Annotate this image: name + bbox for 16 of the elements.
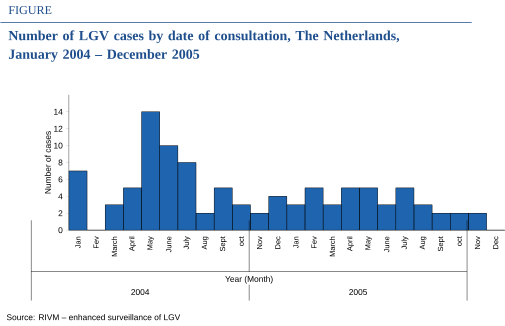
y-tick-label: 6 — [58, 176, 62, 182]
y-tick-label: 2 — [58, 210, 62, 216]
y-tick-label: 14 — [54, 108, 63, 115]
text: FIGURE — [8, 6, 52, 14]
x-axis-title: Year (Month) — [225, 276, 273, 284]
y-axis-title: Number of cases — [44, 131, 51, 194]
text: 2004 — [131, 289, 150, 296]
chart-title: Number of LGV cases by date of consultation, The Netherlands, January 2004 – December 2005 — [8, 30, 400, 62]
y-tick-label: 4 — [58, 194, 63, 200]
y-tick-label: 10 — [54, 142, 62, 149]
y-tick-label: 12 — [54, 126, 62, 132]
source-note: Source: RIVM – enhanced surveillance of LGV — [6, 314, 180, 320]
bar — [68, 170, 88, 231]
text: 2005 — [349, 289, 368, 296]
y-tick-label: 8 — [58, 160, 62, 166]
y-tick-label: 0 — [58, 227, 62, 234]
